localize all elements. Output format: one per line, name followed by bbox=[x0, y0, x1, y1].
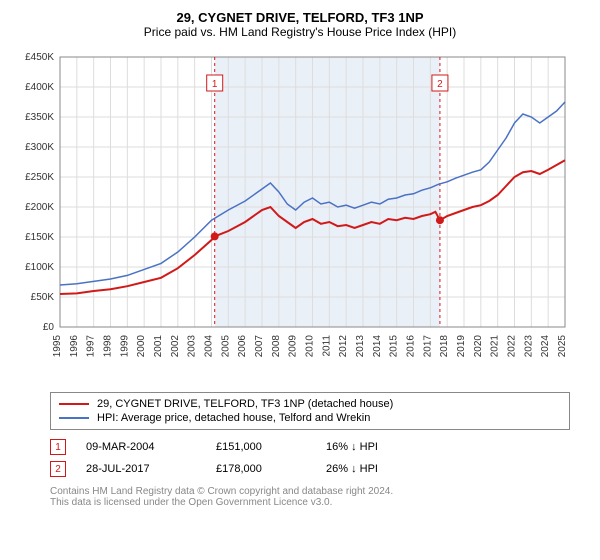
svg-text:2023: 2023 bbox=[523, 335, 534, 358]
svg-text:£0: £0 bbox=[43, 322, 55, 333]
svg-text:2024: 2024 bbox=[540, 335, 551, 358]
svg-text:1999: 1999 bbox=[119, 335, 130, 358]
svg-text:2011: 2011 bbox=[321, 335, 332, 357]
svg-text:£250K: £250K bbox=[25, 172, 54, 183]
svg-text:2019: 2019 bbox=[456, 335, 467, 358]
legend-label: HPI: Average price, detached house, Telf… bbox=[97, 412, 370, 424]
svg-text:2018: 2018 bbox=[439, 335, 450, 358]
transaction-date: 28-JUL-2017 bbox=[86, 463, 196, 475]
transaction-price: £151,000 bbox=[216, 441, 306, 453]
svg-text:2021: 2021 bbox=[490, 335, 501, 358]
svg-text:1997: 1997 bbox=[86, 335, 97, 358]
line-chart: £0 £50K £100K £150K £200K £250K £300K £350K £400… bbox=[10, 47, 570, 377]
svg-text:2022: 2022 bbox=[507, 335, 518, 358]
svg-text:£200K: £200K bbox=[25, 202, 54, 213]
svg-text:2012: 2012 bbox=[338, 335, 349, 358]
svg-text:2008: 2008 bbox=[271, 335, 282, 358]
marker-dot-m1 bbox=[211, 232, 219, 240]
transaction-date: 09-MAR-2004 bbox=[86, 441, 196, 453]
chart-area: £0 £50K £100K £150K £200K £250K £300K £350K £400… bbox=[10, 47, 590, 382]
legend-label: 29, CYGNET DRIVE, TELFORD, TF3 1NP (deta… bbox=[97, 398, 393, 410]
legend: 29, CYGNET DRIVE, TELFORD, TF3 1NP (deta… bbox=[50, 392, 570, 430]
svg-text:2006: 2006 bbox=[237, 335, 248, 358]
chart-title: 29, CYGNET DRIVE, TELFORD, TF3 1NP bbox=[10, 10, 590, 25]
transaction-delta: 16% ↓ HPI bbox=[326, 441, 378, 453]
svg-text:£100K: £100K bbox=[25, 262, 54, 273]
svg-text:£450K: £450K bbox=[25, 52, 54, 63]
svg-text:2014: 2014 bbox=[372, 335, 383, 358]
svg-text:2002: 2002 bbox=[170, 335, 181, 358]
legend-swatch bbox=[59, 417, 89, 419]
transaction-row: 2 28-JUL-2017 £178,000 26% ↓ HPI bbox=[50, 458, 570, 480]
marker-dot-m2 bbox=[436, 216, 444, 224]
svg-text:1996: 1996 bbox=[69, 335, 80, 358]
svg-text:1998: 1998 bbox=[103, 335, 114, 358]
footer-line-2: This data is licensed under the Open Gov… bbox=[50, 497, 570, 508]
svg-text:£350K: £350K bbox=[25, 112, 54, 123]
svg-text:2020: 2020 bbox=[473, 335, 484, 358]
footer-attribution: Contains HM Land Registry data © Crown c… bbox=[50, 486, 570, 508]
svg-text:2005: 2005 bbox=[220, 335, 231, 358]
svg-text:2025: 2025 bbox=[557, 335, 568, 358]
svg-text:1: 1 bbox=[212, 79, 218, 90]
svg-text:2000: 2000 bbox=[136, 335, 147, 358]
svg-text:2009: 2009 bbox=[288, 335, 299, 358]
svg-text:£300K: £300K bbox=[25, 142, 54, 153]
svg-text:2001: 2001 bbox=[153, 335, 164, 358]
transaction-row: 1 09-MAR-2004 £151,000 16% ↓ HPI bbox=[50, 436, 570, 458]
transaction-marker: 2 bbox=[50, 461, 66, 477]
footer-line-1: Contains HM Land Registry data © Crown c… bbox=[50, 486, 570, 497]
transaction-delta: 26% ↓ HPI bbox=[326, 463, 378, 475]
svg-text:2016: 2016 bbox=[406, 335, 417, 358]
transaction-price: £178,000 bbox=[216, 463, 306, 475]
svg-text:2015: 2015 bbox=[389, 335, 400, 358]
svg-text:£150K: £150K bbox=[25, 232, 54, 243]
svg-text:2003: 2003 bbox=[187, 335, 198, 358]
svg-text:£50K: £50K bbox=[31, 292, 55, 303]
svg-text:1995: 1995 bbox=[52, 335, 63, 358]
svg-text:2004: 2004 bbox=[204, 335, 215, 358]
svg-text:2: 2 bbox=[437, 79, 443, 90]
svg-text:2013: 2013 bbox=[355, 335, 366, 358]
legend-item: HPI: Average price, detached house, Telf… bbox=[59, 411, 561, 425]
svg-text:£400K: £400K bbox=[25, 82, 54, 93]
svg-text:2007: 2007 bbox=[254, 335, 265, 358]
transactions-table: 1 09-MAR-2004 £151,000 16% ↓ HPI 2 28-JUL-201… bbox=[50, 436, 570, 480]
legend-swatch bbox=[59, 403, 89, 405]
transaction-marker: 1 bbox=[50, 439, 66, 455]
svg-text:2010: 2010 bbox=[305, 335, 316, 358]
legend-item: 29, CYGNET DRIVE, TELFORD, TF3 1NP (deta… bbox=[59, 397, 561, 411]
chart-subtitle: Price paid vs. HM Land Registry's House … bbox=[10, 25, 590, 39]
svg-text:2017: 2017 bbox=[422, 335, 433, 358]
